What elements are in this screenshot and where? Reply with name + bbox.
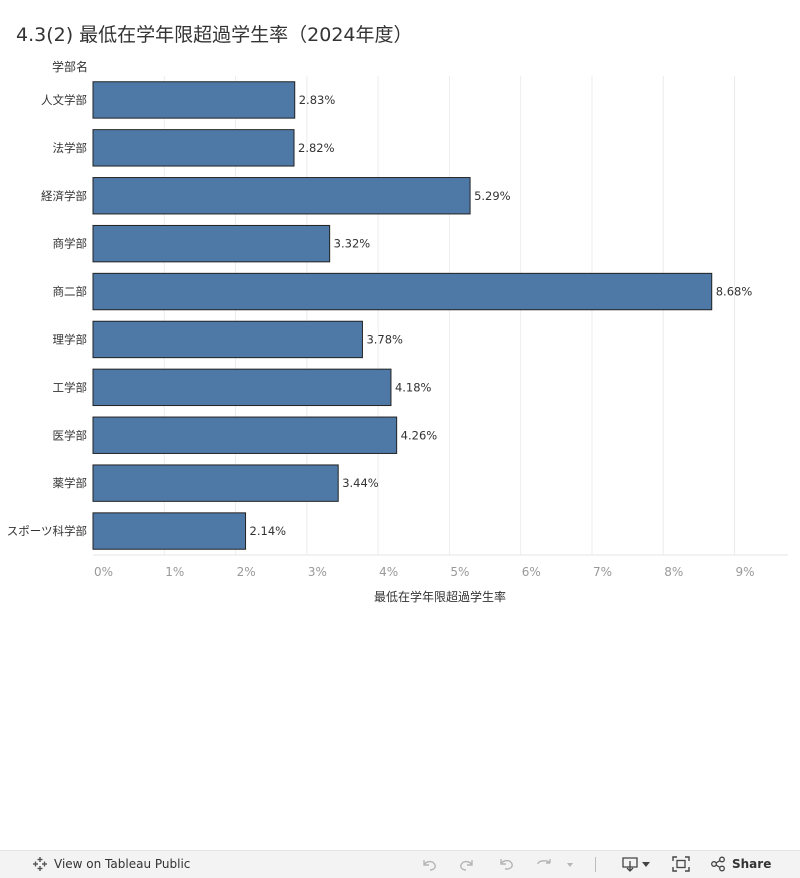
share-button[interactable]: Share — [710, 856, 771, 872]
share-label: Share — [732, 857, 772, 871]
category-label: 工学部 — [53, 380, 88, 394]
toolbar-divider — [595, 857, 596, 872]
redo-icon — [460, 860, 473, 871]
refresh-icon — [537, 859, 551, 865]
bar[interactable] — [92, 368, 392, 407]
undo-button[interactable] — [420, 856, 438, 872]
value-label: 2.14% — [250, 524, 287, 538]
bar[interactable] — [92, 320, 363, 359]
x-axis-label: 最低在学年限超過学生率 — [374, 589, 506, 604]
value-label: 8.68% — [716, 285, 753, 299]
fullscreen-button[interactable] — [672, 856, 690, 872]
category-label: 理学部 — [53, 332, 88, 346]
tableau-toolbar: View on Tableau Public Share — [0, 850, 800, 878]
value-label: 3.44% — [342, 476, 379, 490]
x-tick-label: 5% — [450, 565, 469, 579]
category-label: 商学部 — [53, 237, 88, 251]
bar[interactable] — [92, 512, 247, 550]
caret-down-icon — [642, 862, 650, 867]
chart-title: 4.3(2) 最低在学年限超過学生率（2024年度） — [16, 24, 413, 46]
bar[interactable] — [92, 129, 295, 167]
value-label: 4.18% — [395, 380, 432, 394]
tableau-logo-icon — [33, 857, 47, 871]
bars — [92, 81, 713, 550]
value-label: 3.78% — [366, 332, 403, 346]
revert-button[interactable] — [498, 856, 516, 872]
x-tick-label: 2% — [237, 565, 256, 579]
fullscreen-icon — [672, 856, 690, 872]
x-tick-label: 6% — [522, 565, 541, 579]
bar[interactable] — [92, 464, 339, 502]
download-icon — [622, 857, 638, 872]
x-tick-label: 9% — [736, 565, 755, 579]
category-label: 薬学部 — [53, 476, 88, 490]
bar[interactable] — [92, 224, 331, 263]
view-on-tableau-public-link[interactable]: View on Tableau Public — [32, 856, 190, 872]
revert-icon — [500, 859, 513, 870]
category-label: 経済学部 — [41, 189, 87, 203]
x-tick-label: 1% — [165, 565, 184, 579]
category-label: 法学部 — [53, 141, 88, 155]
category-label: 商二部 — [53, 285, 88, 299]
bar[interactable] — [92, 416, 398, 454]
refresh-button[interactable] — [535, 856, 555, 872]
share-icon — [711, 856, 725, 872]
view-on-tableau-public-label: View on Tableau Public — [54, 857, 191, 871]
x-tick-label: 0% — [94, 565, 113, 579]
category-label: 医学部 — [53, 428, 88, 442]
value-label: 2.83% — [299, 93, 336, 107]
x-tick-label: 4% — [379, 565, 398, 579]
x-tick-label: 7% — [593, 565, 612, 579]
x-tick-label: 3% — [308, 565, 327, 579]
undo-icon — [423, 860, 436, 871]
refresh-dropdown-button[interactable] — [565, 856, 575, 872]
bar[interactable] — [92, 81, 296, 119]
value-label: 2.82% — [298, 141, 335, 155]
value-label: 5.29% — [474, 189, 511, 203]
category-label: 人文学部 — [41, 93, 87, 107]
bar[interactable] — [92, 272, 713, 311]
caret-down-icon — [567, 863, 573, 867]
download-button[interactable] — [621, 856, 651, 872]
value-labels: 2.83% 2.82% 5.29% 3.32% 8.68% 3.78% 4.18% 4.26%… — [250, 93, 753, 538]
y-axis-label: 学部名 — [52, 59, 88, 74]
value-label: 3.32% — [334, 237, 371, 251]
redo-button[interactable] — [458, 856, 476, 872]
category-label: スポーツ科学部 — [7, 524, 87, 538]
bar[interactable] — [92, 177, 471, 215]
x-tick-label: 8% — [664, 565, 683, 579]
x-tick-labels: 0% 1% 2% 3% 4% 5% 6% 7% 8% 9% — [94, 565, 755, 579]
value-label: 4.26% — [401, 428, 438, 442]
